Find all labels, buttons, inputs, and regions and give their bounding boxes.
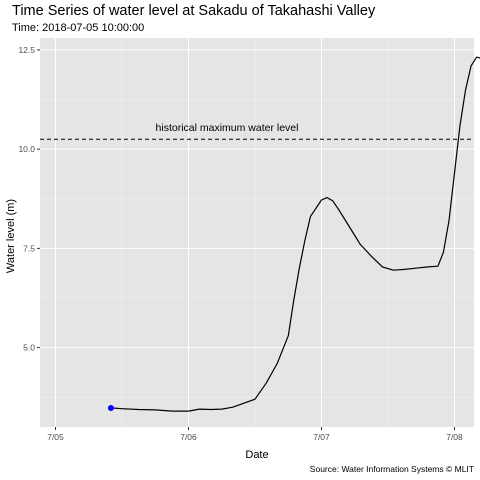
y-axis-label: Water level (m)	[5, 199, 17, 273]
x-tick-label: 7/07	[313, 432, 330, 442]
chart-caption: Source: Water Information Systems © MLIT	[309, 464, 474, 474]
x-axis-label: Date	[245, 449, 268, 461]
y-tick-label: 12.5	[18, 45, 35, 55]
x-tick-label: 7/06	[180, 432, 197, 442]
grid-lines	[40, 38, 474, 427]
y-tick-label: 10.0	[18, 144, 35, 154]
panel-background	[40, 38, 474, 427]
series-group	[107, 56, 480, 412]
chart-title: Time Series of water level at Sakadu of …	[12, 3, 376, 19]
water-level-series-line	[110, 56, 480, 412]
plot-panel	[40, 38, 474, 427]
x-tick-label: 7/05	[47, 432, 64, 442]
y-tick-label: 7.5	[23, 243, 35, 253]
y-axis: 5.0 7.5 10.0 12.5	[18, 45, 40, 353]
y-tick-label: 5.0	[23, 343, 35, 353]
x-tick-label: 7/08	[446, 432, 463, 442]
chart-subtitle: Time: 2018-07-05 10:00:00	[12, 22, 145, 34]
historical-max-label: historical maximum water level	[156, 122, 299, 134]
x-axis: 7/05 7/06 7/07 7/08	[47, 427, 463, 442]
current-time-point	[107, 404, 114, 411]
reference-line-group: historical maximum water level	[40, 122, 474, 140]
